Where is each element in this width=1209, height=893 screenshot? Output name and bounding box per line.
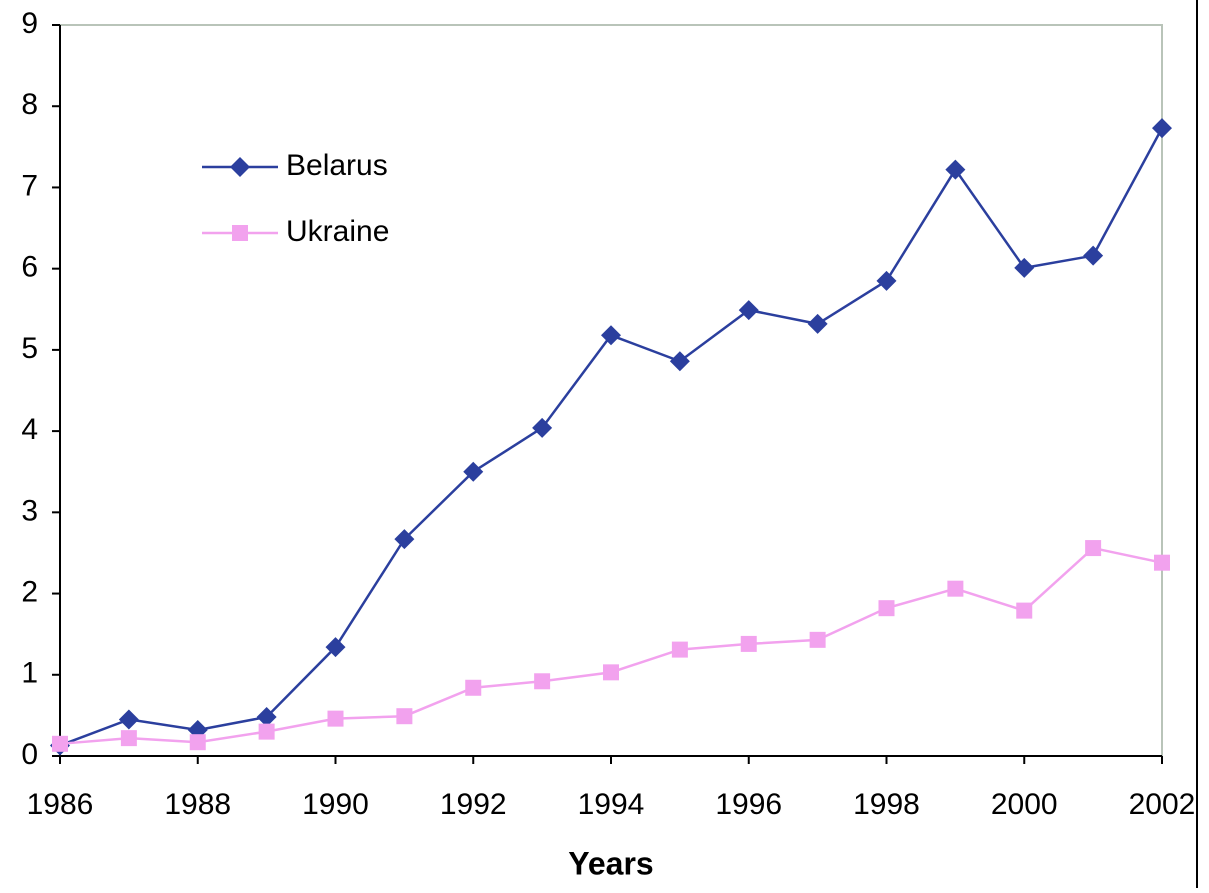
x-tick-label: 1998 [853, 788, 920, 821]
x-tick-label: 1992 [440, 788, 507, 821]
data-point [256, 707, 277, 728]
legend-label: Belarus [286, 149, 388, 182]
data-point [534, 673, 551, 690]
x-tick-label: 1994 [578, 788, 645, 821]
data-point [325, 637, 346, 658]
data-point [463, 461, 484, 482]
data-point [1016, 602, 1033, 619]
data-point [465, 679, 482, 696]
data-point [1152, 118, 1172, 139]
series-line [59, 546, 1163, 746]
x-tick-label: 1990 [302, 788, 369, 821]
data-point [669, 351, 690, 372]
data-point [258, 723, 275, 740]
data-point [396, 708, 413, 725]
y-tick-label: 6 [21, 251, 38, 284]
data-point [1083, 245, 1104, 266]
y-tick-label: 2 [21, 575, 38, 608]
data-point [601, 325, 621, 346]
data-point [671, 641, 688, 658]
data-point [603, 664, 619, 681]
data-point [120, 730, 137, 747]
data-point [52, 735, 68, 752]
y-tick-label: 1 [21, 657, 38, 690]
y-tick-label: 9 [21, 7, 38, 40]
x-axis-label: Years [568, 845, 653, 881]
x-tick-label: 2002 [1129, 788, 1196, 821]
x-tick-label: 1996 [715, 788, 782, 821]
data-point [532, 417, 553, 438]
data-point [809, 631, 826, 648]
y-tick-label: 5 [21, 332, 38, 365]
x-tick-label: 2000 [991, 788, 1058, 821]
y-tick-label: 7 [21, 169, 38, 202]
x-tick-label: 1986 [27, 788, 94, 821]
data-point [1085, 540, 1102, 557]
legend-marker [232, 225, 248, 241]
legend-marker [230, 157, 250, 177]
x-tick-label: 1988 [164, 788, 231, 821]
data-point [945, 159, 966, 180]
data-point [118, 709, 139, 730]
data-point [189, 734, 206, 751]
y-tick-label: 3 [21, 494, 38, 527]
data-point [807, 313, 828, 334]
series-line [59, 127, 1164, 747]
data-point [738, 300, 759, 321]
data-point [740, 635, 757, 652]
legend-label: Ukraine [286, 215, 389, 248]
data-point [878, 600, 895, 617]
data-point [1014, 257, 1035, 278]
data-point [1154, 554, 1170, 571]
data-point [947, 580, 964, 597]
y-tick-label: 8 [21, 88, 38, 121]
plot-frame [59, 24, 1163, 757]
y-tick-label: 0 [21, 738, 38, 771]
y-tick-label: 4 [21, 413, 38, 446]
data-point [327, 710, 344, 727]
data-point [876, 270, 897, 291]
data-point [394, 529, 415, 550]
